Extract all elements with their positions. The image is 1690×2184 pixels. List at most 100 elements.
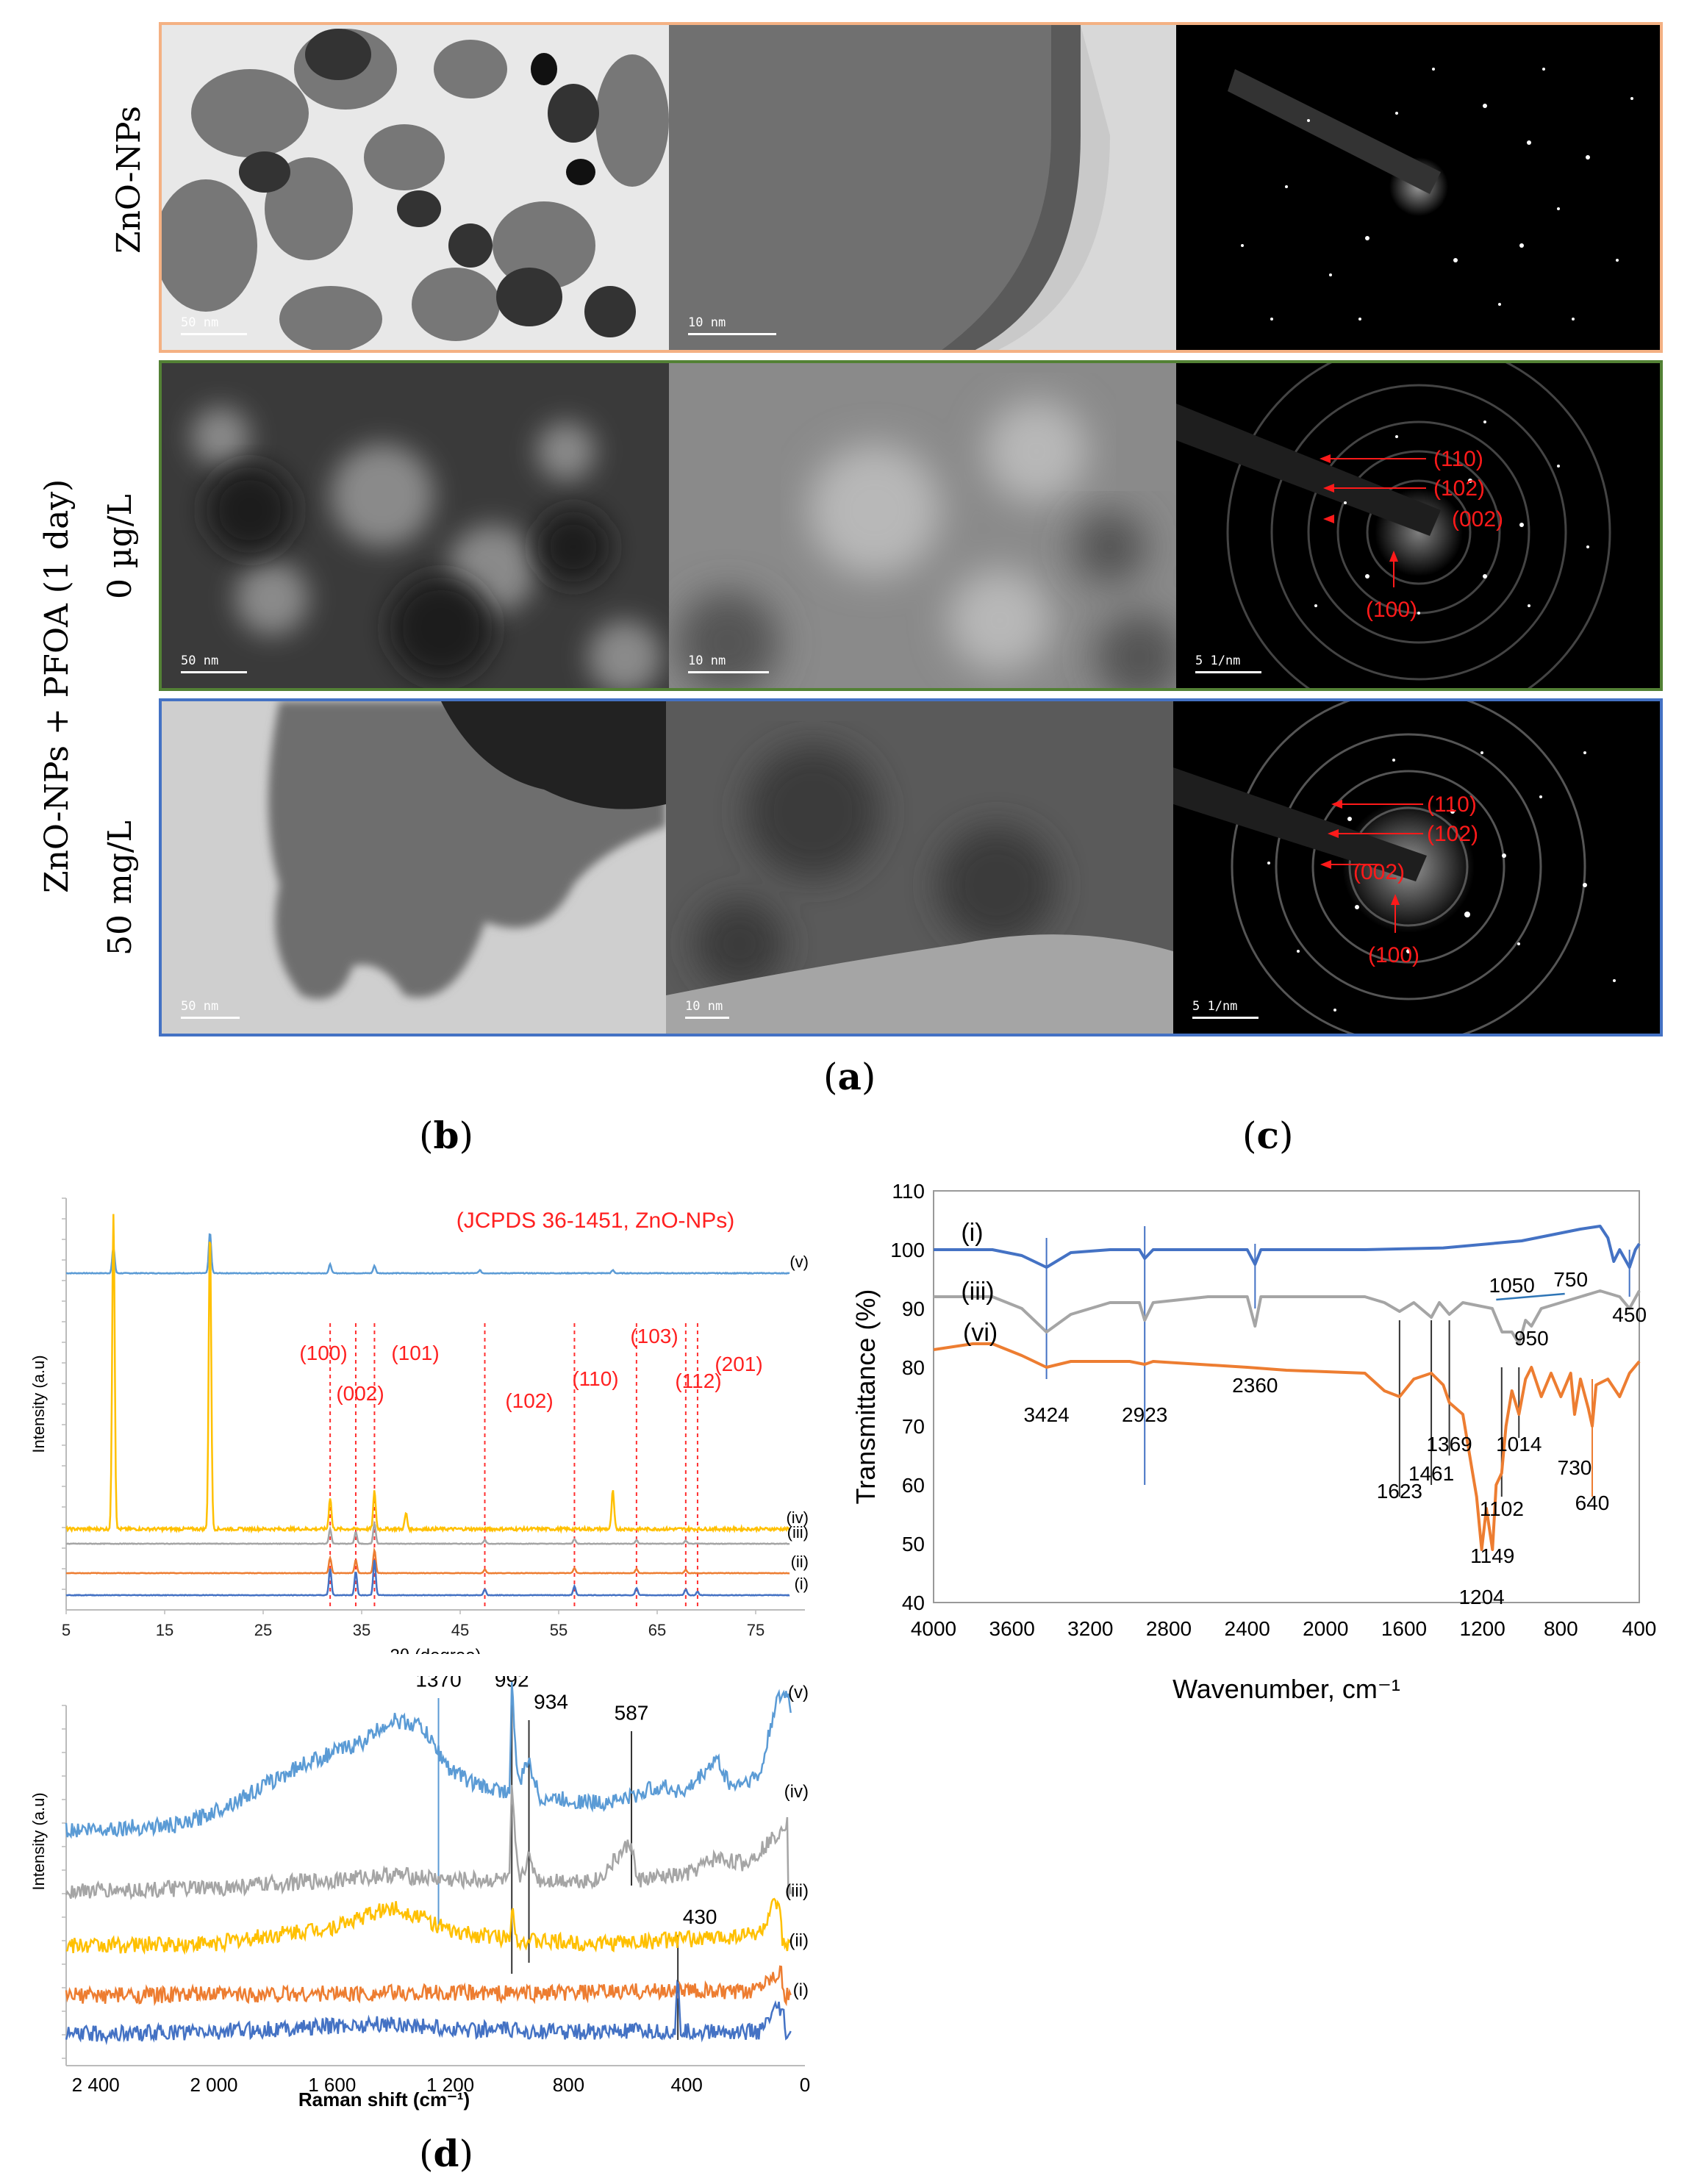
band-label: 587 bbox=[615, 1702, 649, 1725]
x-tick-label: 1 600 bbox=[308, 2074, 356, 2096]
ftir-chart: 40 50 60 70 80 90 100 110 4000 3600 3200 2800 2400 20… bbox=[851, 1180, 1657, 1704]
y-tick-label: 90 bbox=[902, 1297, 925, 1320]
scale-bar: 5 1/nm bbox=[1192, 999, 1258, 1019]
x-tick-label: 15 bbox=[156, 1621, 173, 1639]
scale-bar: 10 nm bbox=[688, 315, 776, 335]
x-tick-label: 75 bbox=[747, 1621, 765, 1639]
peak-label: (110) bbox=[572, 1367, 618, 1390]
series-line bbox=[65, 1785, 792, 1900]
tem-row-0ugl: 50 nm 10 nm bbox=[159, 360, 1663, 691]
x-tick-label: 5 bbox=[62, 1621, 71, 1639]
band-label: 750 bbox=[1553, 1268, 1588, 1291]
tem-image-50nm: 50 nm bbox=[162, 363, 669, 688]
series-label: (i) bbox=[793, 1980, 809, 2000]
band-label: 2923 bbox=[1122, 1403, 1167, 1426]
series-line bbox=[934, 1289, 1641, 1345]
raman-chart: 2 400 2 000 1 600 1 200 800 400 0 Raman shift (… bbox=[29, 1676, 810, 2110]
x-tick-label: 400 bbox=[1622, 1617, 1657, 1640]
x-tick-label: 800 bbox=[553, 2074, 584, 2096]
series-line bbox=[933, 1342, 1641, 1551]
xrd-chart: 5 15 25 35 45 55 65 75 2θ (degree) Intensity (a.u… bbox=[29, 1197, 809, 1654]
band-label: 1204 bbox=[1458, 1586, 1504, 1608]
peak-label: (102) bbox=[505, 1389, 553, 1412]
x-tick-label: 2 000 bbox=[190, 2074, 237, 2096]
series-label: (iv) bbox=[784, 1782, 809, 1802]
series-line bbox=[934, 1225, 1641, 1269]
saed-label-110: (110) bbox=[1433, 447, 1483, 471]
band-label: 1461 bbox=[1408, 1462, 1454, 1485]
saed-label-100: (100) bbox=[1368, 943, 1419, 967]
saed-label-110: (110) bbox=[1427, 792, 1477, 817]
tem-image-10nm: 10 nm bbox=[669, 363, 1176, 688]
x-tick-label: 1200 bbox=[1460, 1617, 1505, 1640]
row-label-zno-nps: ZnO-NPs bbox=[110, 106, 148, 254]
scale-bar: 50 nm bbox=[181, 999, 240, 1019]
series-label: (iii) bbox=[785, 1881, 809, 1901]
panel-label-b: (b) bbox=[419, 1114, 473, 1157]
band-label: 640 bbox=[1575, 1492, 1610, 1514]
saed-image-2: (110) (102) (002) (100) 5 1/nm bbox=[1176, 363, 1660, 688]
peak-label: (103) bbox=[630, 1325, 678, 1347]
x-axis-label: Raman shift (cm⁻¹) bbox=[298, 2088, 470, 2110]
series-label: (vi) bbox=[963, 1319, 998, 1347]
plot-frame bbox=[933, 1190, 1640, 1603]
x-tick-label: 2 400 bbox=[72, 2074, 120, 2096]
band-label: 1050 bbox=[1489, 1274, 1535, 1297]
scale-bar: 10 nm bbox=[685, 999, 729, 1019]
y-axis-label: Intensity (a.u) bbox=[29, 1355, 48, 1453]
peak-label: (112) bbox=[675, 1370, 721, 1392]
saed-label-002: (002) bbox=[1353, 860, 1405, 884]
x-tick-label: 1600 bbox=[1381, 1617, 1427, 1640]
y-tick-label: 80 bbox=[902, 1356, 925, 1379]
saed-image-1 bbox=[1176, 25, 1660, 350]
band-label: 1623 bbox=[1377, 1480, 1422, 1503]
x-tick-label: 2400 bbox=[1225, 1617, 1270, 1640]
y-tick-label: 50 bbox=[902, 1533, 925, 1555]
band-label: 950 bbox=[1514, 1327, 1549, 1350]
tem-row-50mgl: 50 nm 10 nm bbox=[159, 698, 1663, 1036]
tem-image-50nm: 50 nm bbox=[162, 701, 666, 1034]
series-line bbox=[65, 1520, 790, 1545]
band-label: 3424 bbox=[1023, 1403, 1069, 1426]
x-axis-label: 2θ (degree) bbox=[390, 1646, 481, 1654]
series-label: (i) bbox=[794, 1575, 809, 1593]
band-label: 430 bbox=[683, 1905, 717, 1928]
series-label: (ii) bbox=[791, 1553, 809, 1571]
series-label: (ii) bbox=[789, 1931, 809, 1951]
band-label: 1102 bbox=[1480, 1497, 1524, 1520]
tem-image-50nm: 50 nm bbox=[162, 25, 669, 350]
row-label-0ugl: 0 µg/L bbox=[101, 494, 139, 599]
series-label: (iii) bbox=[961, 1278, 994, 1306]
y-tick-label: 110 bbox=[892, 1180, 925, 1203]
series-line bbox=[65, 1965, 792, 2007]
scale-bar: 50 nm bbox=[181, 315, 247, 335]
saed-ring-labels: (110) (102) (002) (100) bbox=[1320, 447, 1503, 622]
peak-label: (002) bbox=[336, 1382, 384, 1405]
band-label: 934 bbox=[534, 1691, 568, 1714]
y-tick-label: 40 bbox=[902, 1592, 925, 1614]
series-label: (iii) bbox=[787, 1523, 809, 1542]
tem-row-zno-nps: 50 nm 10 nm bbox=[159, 22, 1663, 353]
band-label: 450 bbox=[1612, 1303, 1647, 1326]
tem-image-10nm: 10 nm bbox=[669, 25, 1176, 350]
y-tick-label: 70 bbox=[902, 1415, 925, 1438]
y-axis-label: Transmittance (%) bbox=[851, 1289, 881, 1505]
series-line bbox=[65, 1547, 790, 1575]
series-label: (i) bbox=[961, 1219, 983, 1247]
x-tick-label: 2800 bbox=[1146, 1617, 1192, 1640]
saed-label-100: (100) bbox=[1366, 598, 1417, 622]
tem-image-10nm: 10 nm bbox=[666, 701, 1173, 1034]
y-tick-label: 100 bbox=[890, 1239, 925, 1261]
panel-label-d: (d) bbox=[419, 2132, 473, 2175]
range-arrow bbox=[1496, 1292, 1565, 1301]
x-tick-label: 1 200 bbox=[426, 2074, 474, 2096]
peak-label: (201) bbox=[715, 1353, 762, 1375]
x-tick-label: 2000 bbox=[1303, 1617, 1348, 1640]
y-axis-label: Intensity (a.u) bbox=[29, 1792, 48, 1890]
series-label: (iv) bbox=[786, 1508, 809, 1527]
band-label: 1369 bbox=[1426, 1433, 1472, 1456]
series-line bbox=[65, 1897, 792, 1955]
saed-image-3: (110) (102) (002) (100) 5 1/nm bbox=[1173, 701, 1660, 1034]
series-label: (v) bbox=[788, 1683, 809, 1703]
scale-bar: 5 1/nm bbox=[1195, 654, 1261, 673]
